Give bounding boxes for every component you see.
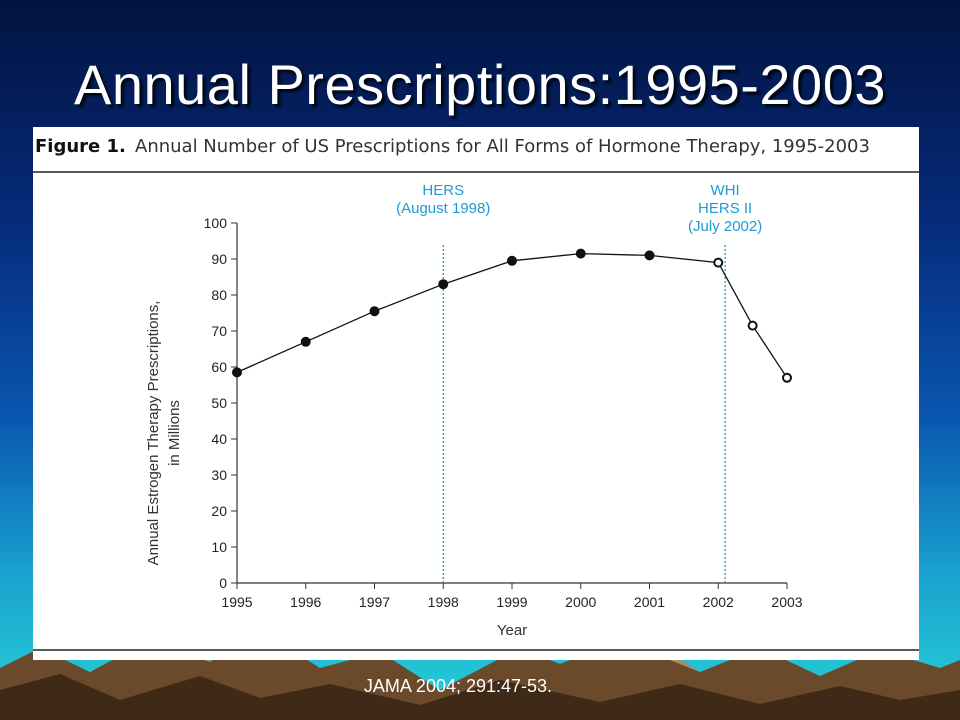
x-tick-label: 2001 (634, 594, 665, 610)
y-tick-label: 80 (211, 287, 227, 303)
y-tick-label: 60 (211, 359, 227, 375)
x-tick-label: 2002 (703, 594, 734, 610)
figure-caption: Annual Number of US Prescriptions for Al… (135, 136, 870, 157)
data-point-open (713, 257, 724, 268)
annotation-label: (July 2002) (688, 218, 762, 235)
y-tick-label: 20 (211, 503, 227, 519)
data-point (575, 248, 586, 259)
annotation-label: HERS (422, 182, 464, 199)
data-point-open (747, 320, 758, 331)
data-point (644, 250, 655, 261)
line-chart: Figure 1. Annual Number of US Prescripti… (33, 136, 919, 651)
data-point (369, 306, 380, 317)
x-tick-label: 2000 (565, 594, 596, 610)
y-tick-label: 100 (204, 215, 228, 231)
data-point (438, 279, 449, 290)
x-tick-label: 2003 (771, 594, 802, 610)
x-tick-label: 1995 (221, 594, 252, 610)
data-point (300, 336, 311, 347)
citation: JAMA 2004; 291:47-53. (363, 676, 553, 696)
y-tick-label: 50 (211, 395, 227, 411)
x-tick-label: 1999 (496, 594, 527, 610)
x-tick-label: 1997 (359, 594, 390, 610)
data-point (232, 367, 242, 378)
y-tick-label: 10 (211, 539, 227, 555)
y-axis-title: Annual Estrogen Therapy Prescriptions, (145, 301, 162, 566)
y-tick-label: 0 (219, 575, 227, 591)
series-line (236, 252, 788, 379)
data-point-open (782, 372, 792, 383)
annotation-label: WHI (711, 182, 740, 199)
x-tick-label: 1996 (290, 594, 321, 610)
figure-label: Figure 1. (35, 136, 126, 157)
slide-title: Annual Prescriptions:1995-2003 (74, 53, 886, 116)
y-tick-label: 40 (211, 431, 227, 447)
figure-panel: Figure 1. Annual Number of US Prescripti… (33, 127, 919, 660)
y-tick-label: 70 (211, 323, 227, 339)
x-axis-title: Year (497, 622, 527, 639)
x-tick-label: 1998 (428, 594, 459, 610)
y-axis-title-line2: in Millions (166, 400, 183, 466)
annotation-label: (August 1998) (396, 200, 490, 217)
y-tick-label: 30 (211, 467, 227, 483)
annotation-label: HERS II (698, 200, 752, 217)
y-tick-label: 90 (211, 251, 227, 267)
data-point (507, 255, 517, 266)
